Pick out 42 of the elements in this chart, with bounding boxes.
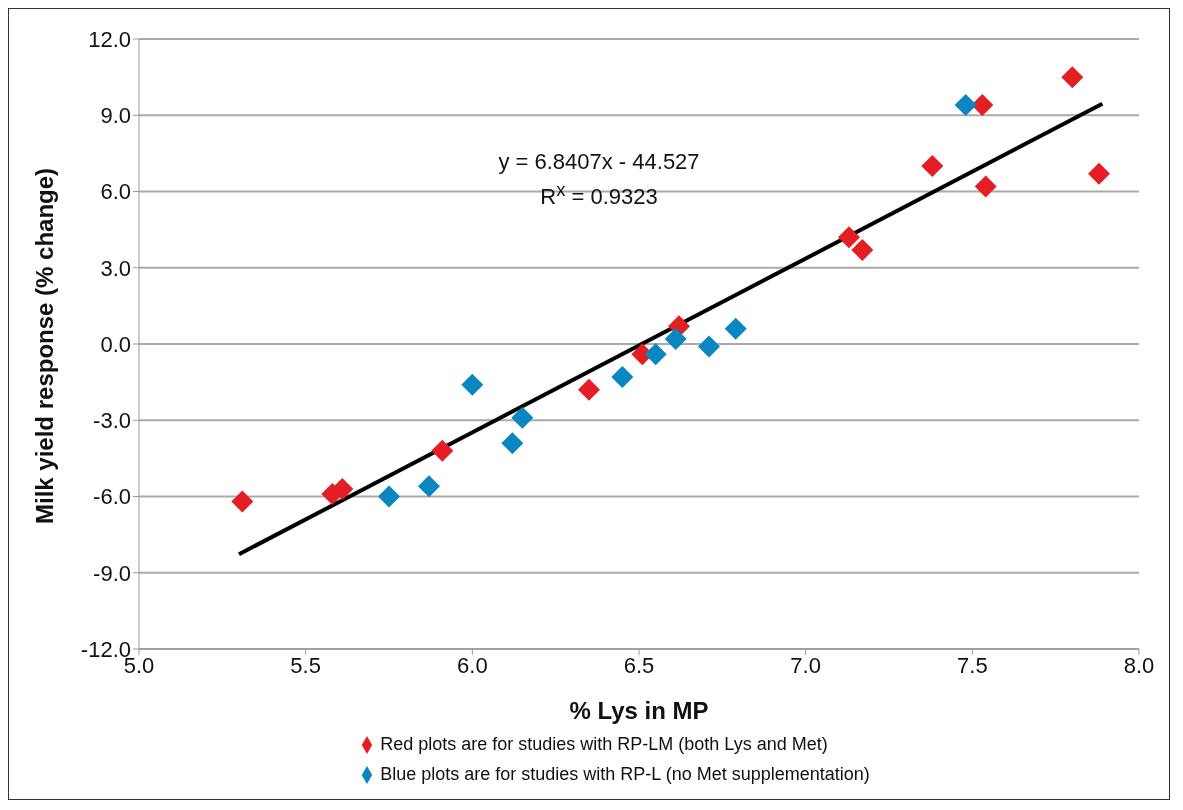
legend-label: Red plots are for studies with RP-LM (both Lys and Met) [380, 734, 828, 754]
point [1061, 66, 1084, 89]
x-tick-label: 8.0 [1123, 652, 1155, 678]
x-tick-label: 5.5 [290, 652, 321, 678]
point [231, 490, 254, 513]
point [838, 226, 860, 249]
y-tick-label: 6.0 [100, 179, 131, 205]
y-tick-label: -3.0 [93, 408, 131, 434]
x-tick-label: 6.0 [457, 652, 488, 678]
x-tick-label: 6.5 [623, 652, 655, 678]
y-axis-title: Milk yield response (% change) [30, 167, 58, 524]
legend-label: Blue plots are for studies with RP-L (no Met supplementation) [380, 764, 870, 784]
point [971, 94, 994, 117]
point [1088, 162, 1110, 185]
point [331, 477, 354, 500]
point [611, 366, 634, 389]
point [954, 94, 977, 117]
point [431, 439, 454, 462]
point [578, 378, 600, 401]
point [664, 327, 687, 350]
point [501, 432, 524, 455]
point [698, 335, 720, 358]
point [378, 485, 400, 508]
y-tick-label: -6.0 [93, 484, 131, 510]
x-tick-label: 7.5 [957, 652, 988, 678]
y-tick-label: 0.0 [100, 331, 131, 357]
x-axis-title: % Lys in MP [569, 697, 709, 724]
point [974, 175, 997, 198]
point [724, 317, 747, 340]
annotation: y = 6.8407x - 44.527 [497, 149, 701, 175]
y-tick-label: -9.0 [93, 560, 131, 586]
x-tick-label: 7.0 [790, 652, 821, 678]
point [418, 475, 440, 498]
annotation: R$^{x}$ = 0.9323 [539, 179, 659, 211]
y-tick-label: 3.0 [100, 255, 131, 281]
y-tick-label: 9.0 [100, 103, 131, 129]
point [851, 238, 874, 261]
y-tick-label: 12.0 [88, 26, 131, 52]
point [511, 406, 534, 429]
point [461, 373, 484, 396]
point [644, 343, 667, 366]
point [921, 155, 944, 178]
